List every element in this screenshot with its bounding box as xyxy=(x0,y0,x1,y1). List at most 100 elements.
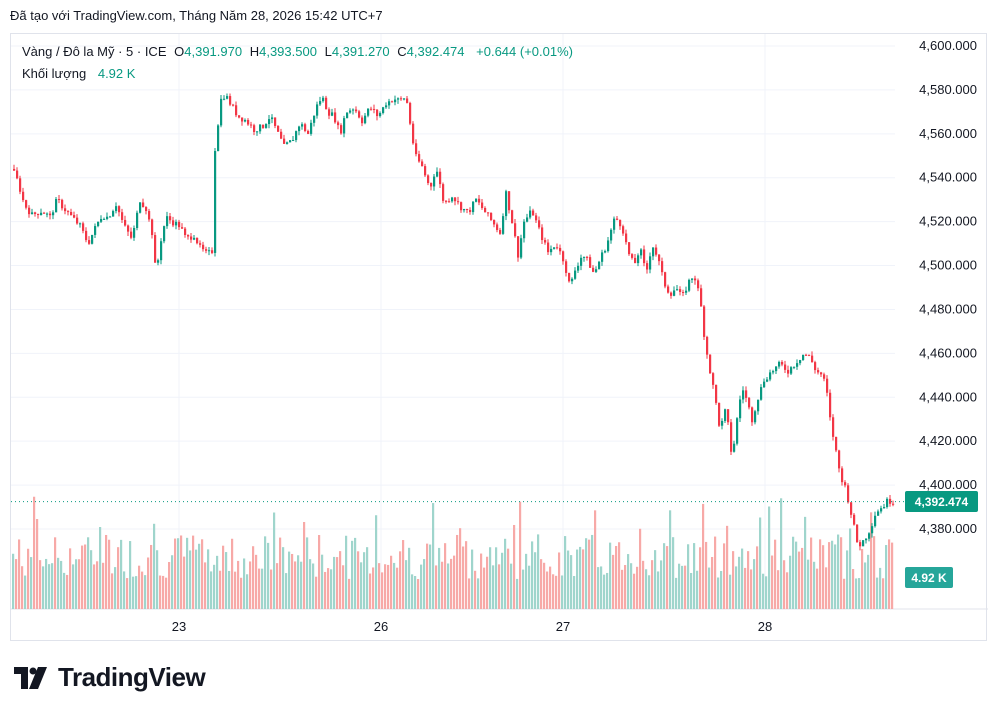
volume-bar xyxy=(882,578,885,609)
volume-bar xyxy=(789,555,792,609)
volume-bar xyxy=(48,564,51,609)
tradingview-logo[interactable]: TradingView xyxy=(14,662,206,693)
price-chart[interactable]: 4,600.000 4,580.000 4,560.000 4,540.000 4,52… xyxy=(11,34,988,642)
volume-bar xyxy=(795,541,798,609)
candle-body xyxy=(52,212,55,216)
volume-bar xyxy=(42,566,45,609)
candle-body xyxy=(802,354,805,361)
candle-body xyxy=(718,402,721,426)
candle-body xyxy=(418,154,421,162)
candle-body xyxy=(808,354,811,356)
volume-bar xyxy=(108,539,111,609)
candle-body xyxy=(394,99,397,103)
volume-bar xyxy=(615,546,618,609)
volume-bar xyxy=(744,567,747,609)
candle-body xyxy=(193,237,196,240)
candle-body xyxy=(655,247,658,255)
volume-bar xyxy=(63,572,66,609)
candle-body xyxy=(415,143,418,155)
candle-body xyxy=(574,270,577,279)
candle-body xyxy=(796,363,799,367)
candle-body xyxy=(793,366,796,368)
candle-body xyxy=(268,119,271,125)
volume-bar xyxy=(435,565,438,609)
candle-body xyxy=(616,218,619,220)
candle-body xyxy=(505,191,508,217)
candle-body xyxy=(775,366,778,372)
volume-bar xyxy=(483,567,486,609)
volume-bar xyxy=(168,562,171,609)
candle-body xyxy=(169,216,172,221)
volume-bar xyxy=(669,510,672,609)
volume-bar xyxy=(852,569,855,609)
volume-bar xyxy=(591,534,594,609)
candle-body xyxy=(100,218,103,222)
candle-body xyxy=(604,251,607,253)
candle-body xyxy=(364,115,367,124)
candle-body xyxy=(97,221,100,227)
volume-bar xyxy=(270,569,273,609)
change-value: +0.644 (+0.01%) xyxy=(476,44,573,59)
volume-bar xyxy=(654,550,657,609)
volume-bar xyxy=(720,571,723,609)
candle-body xyxy=(679,289,682,293)
volume-bar xyxy=(21,566,24,609)
volume-bar xyxy=(492,565,495,609)
volume-bar xyxy=(441,561,444,609)
volume-bar xyxy=(381,572,384,609)
candle-body xyxy=(49,213,52,216)
candle-body xyxy=(817,370,820,373)
candle-body xyxy=(607,240,610,252)
candle-body xyxy=(460,202,463,211)
candle-body xyxy=(877,511,880,516)
volume-bar xyxy=(87,537,90,609)
symbol-label[interactable]: Vàng / Đô la Mỹ · 5 · ICE xyxy=(22,44,167,59)
candle-body xyxy=(280,131,283,139)
candle-body xyxy=(778,361,781,367)
y-tick-label: 4,520.000 xyxy=(919,214,977,229)
volume-bar xyxy=(126,578,129,609)
candle-body xyxy=(445,200,448,202)
volume-bar xyxy=(666,546,669,609)
volume-bar xyxy=(408,547,411,609)
volume-bar xyxy=(192,535,195,609)
volume-bar xyxy=(396,567,399,609)
candle-body xyxy=(553,247,556,249)
volume-bar xyxy=(189,550,192,609)
candle-body xyxy=(322,97,325,102)
candle-body xyxy=(577,265,580,271)
volume-bar xyxy=(240,577,243,609)
candle-body xyxy=(361,117,364,124)
open-value: 4,391.970 xyxy=(184,44,243,59)
candle-body xyxy=(856,524,859,543)
candle-body xyxy=(103,218,106,220)
candle-body xyxy=(247,119,250,125)
candle-body xyxy=(46,213,49,215)
candle-body xyxy=(427,175,430,184)
chart-panel[interactable]: 4,600.000 4,580.000 4,560.000 4,540.000 4,52… xyxy=(10,33,988,642)
candle-body xyxy=(250,124,253,126)
volume-bar xyxy=(36,519,39,609)
volume-bar xyxy=(141,571,144,609)
volume-bar xyxy=(204,562,207,609)
volume-bar xyxy=(810,537,813,609)
volume-bar xyxy=(753,559,756,609)
volume-bar xyxy=(561,575,564,609)
volume-bar xyxy=(585,538,588,609)
volume-bar xyxy=(765,576,768,609)
volume-bar xyxy=(273,512,276,609)
volume-bar xyxy=(345,535,348,609)
candle-body xyxy=(526,217,529,222)
volume-bar xyxy=(195,549,198,609)
candle-body xyxy=(685,290,688,293)
candle-body xyxy=(712,373,715,385)
volume-bar xyxy=(573,576,576,609)
candle-body xyxy=(136,212,139,228)
volume-bar xyxy=(336,557,339,609)
candle-body xyxy=(430,183,433,187)
volume-bar xyxy=(219,570,222,609)
volume-bar xyxy=(621,569,624,609)
candle-body xyxy=(355,109,358,112)
volume-label[interactable]: Khối lượng xyxy=(22,66,87,81)
candle-body xyxy=(496,224,499,230)
